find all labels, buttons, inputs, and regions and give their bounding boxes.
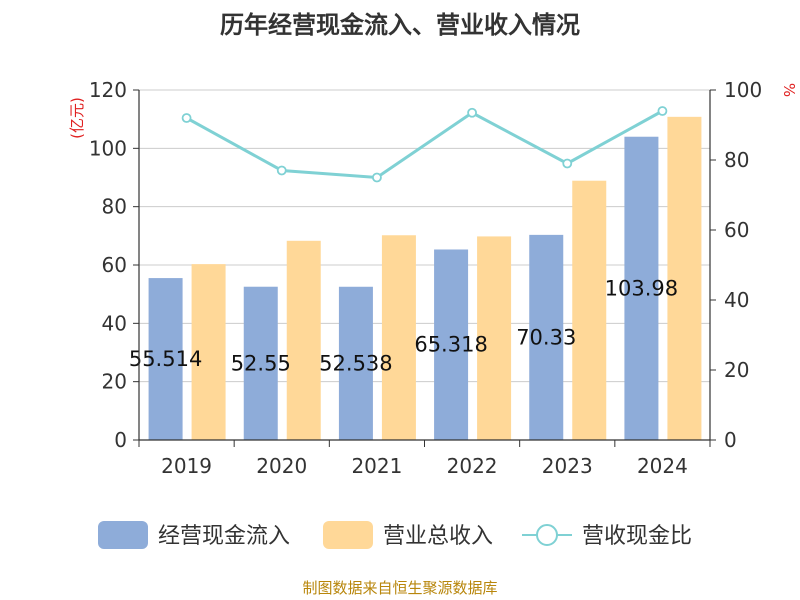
- bar-cash-inflow: [624, 136, 659, 440]
- ratio-point: [562, 158, 573, 169]
- bar-cash-inflow: [243, 286, 278, 440]
- ratio-line: [185, 109, 664, 180]
- y-left-tick-label: 40: [102, 311, 127, 335]
- ratio-line-series: [181, 106, 668, 183]
- ratio-point: [276, 165, 287, 176]
- x-tick-label: 2020: [256, 454, 307, 478]
- bar-cash-inflow: [434, 249, 469, 440]
- bar-revenue: [191, 264, 226, 440]
- bar-data-label: 65.318: [414, 333, 487, 357]
- x-tick-label: 2021: [351, 454, 402, 478]
- y-right-tick-label: 0: [724, 428, 737, 452]
- bar-revenue: [572, 180, 607, 441]
- legend-swatch: [323, 521, 373, 549]
- bar-revenue: [381, 235, 416, 440]
- legend: 经营现金流入 营业总收入 营收现金比: [98, 521, 692, 549]
- bar-cash-inflow: [148, 278, 183, 440]
- y-right-axis-label: %: [780, 83, 798, 97]
- ratio-point: [467, 107, 477, 118]
- y-left-tick-label: 120: [89, 78, 127, 102]
- y-left-tick-label: 20: [102, 370, 127, 394]
- bar-revenue: [667, 116, 702, 440]
- bar-revenue: [477, 236, 512, 440]
- x-tick-label: 2023: [542, 454, 593, 478]
- grid: [139, 89, 710, 441]
- y-right-tick-label: 80: [724, 148, 749, 172]
- x-tick-label: 2022: [447, 454, 498, 478]
- bar-data-label: 70.33: [516, 325, 576, 349]
- chart-title: 历年经营现金流入、营业收入情况: [220, 11, 580, 39]
- axes: 0 20 40 60 80 100 120 0 20 40 60 80 100 2019 2020 2021 2…: [89, 78, 762, 478]
- y-right-tick-label: 40: [724, 288, 749, 312]
- bar-revenue: [286, 240, 321, 440]
- y-right-tick-label: 20: [724, 358, 749, 382]
- legend-swatch: [98, 521, 148, 549]
- x-tick-label: 2019: [161, 454, 212, 478]
- y-left-tick-label: 0: [114, 428, 127, 452]
- bar-data-label: 55.514: [129, 347, 202, 371]
- bars: [148, 116, 702, 441]
- y-left-tick-label: 100: [89, 136, 127, 160]
- bar-data-labels: 55.514 52.55 52.538 65.318 70.33 103.98: [129, 276, 678, 375]
- legend-label: 经营现金流入: [158, 524, 290, 549]
- source-note: 制图数据来自恒生聚源数据库: [302, 579, 497, 597]
- y-right-tick-label: 100: [724, 78, 762, 102]
- bar-data-label: 52.538: [319, 351, 392, 375]
- legend-label: 营收现金比: [582, 524, 692, 549]
- bar-data-label: 52.55: [231, 351, 291, 375]
- legend-label: 营业总收入: [383, 524, 493, 549]
- bar-cash-inflow: [529, 234, 564, 440]
- y-right-tick-label: 60: [724, 218, 749, 242]
- ratio-point: [181, 113, 192, 123]
- x-tick-label: 2024: [637, 454, 688, 478]
- bar-data-label: 103.98: [605, 276, 678, 300]
- y-left-axis-label: (亿元): [68, 97, 86, 139]
- ratio-point: [372, 172, 382, 183]
- legend-marker: [536, 524, 558, 546]
- y-left-tick-label: 60: [102, 253, 127, 277]
- bar-cash-inflow: [338, 286, 373, 440]
- ratio-point: [657, 106, 668, 116]
- y-left-tick-label: 80: [102, 195, 127, 219]
